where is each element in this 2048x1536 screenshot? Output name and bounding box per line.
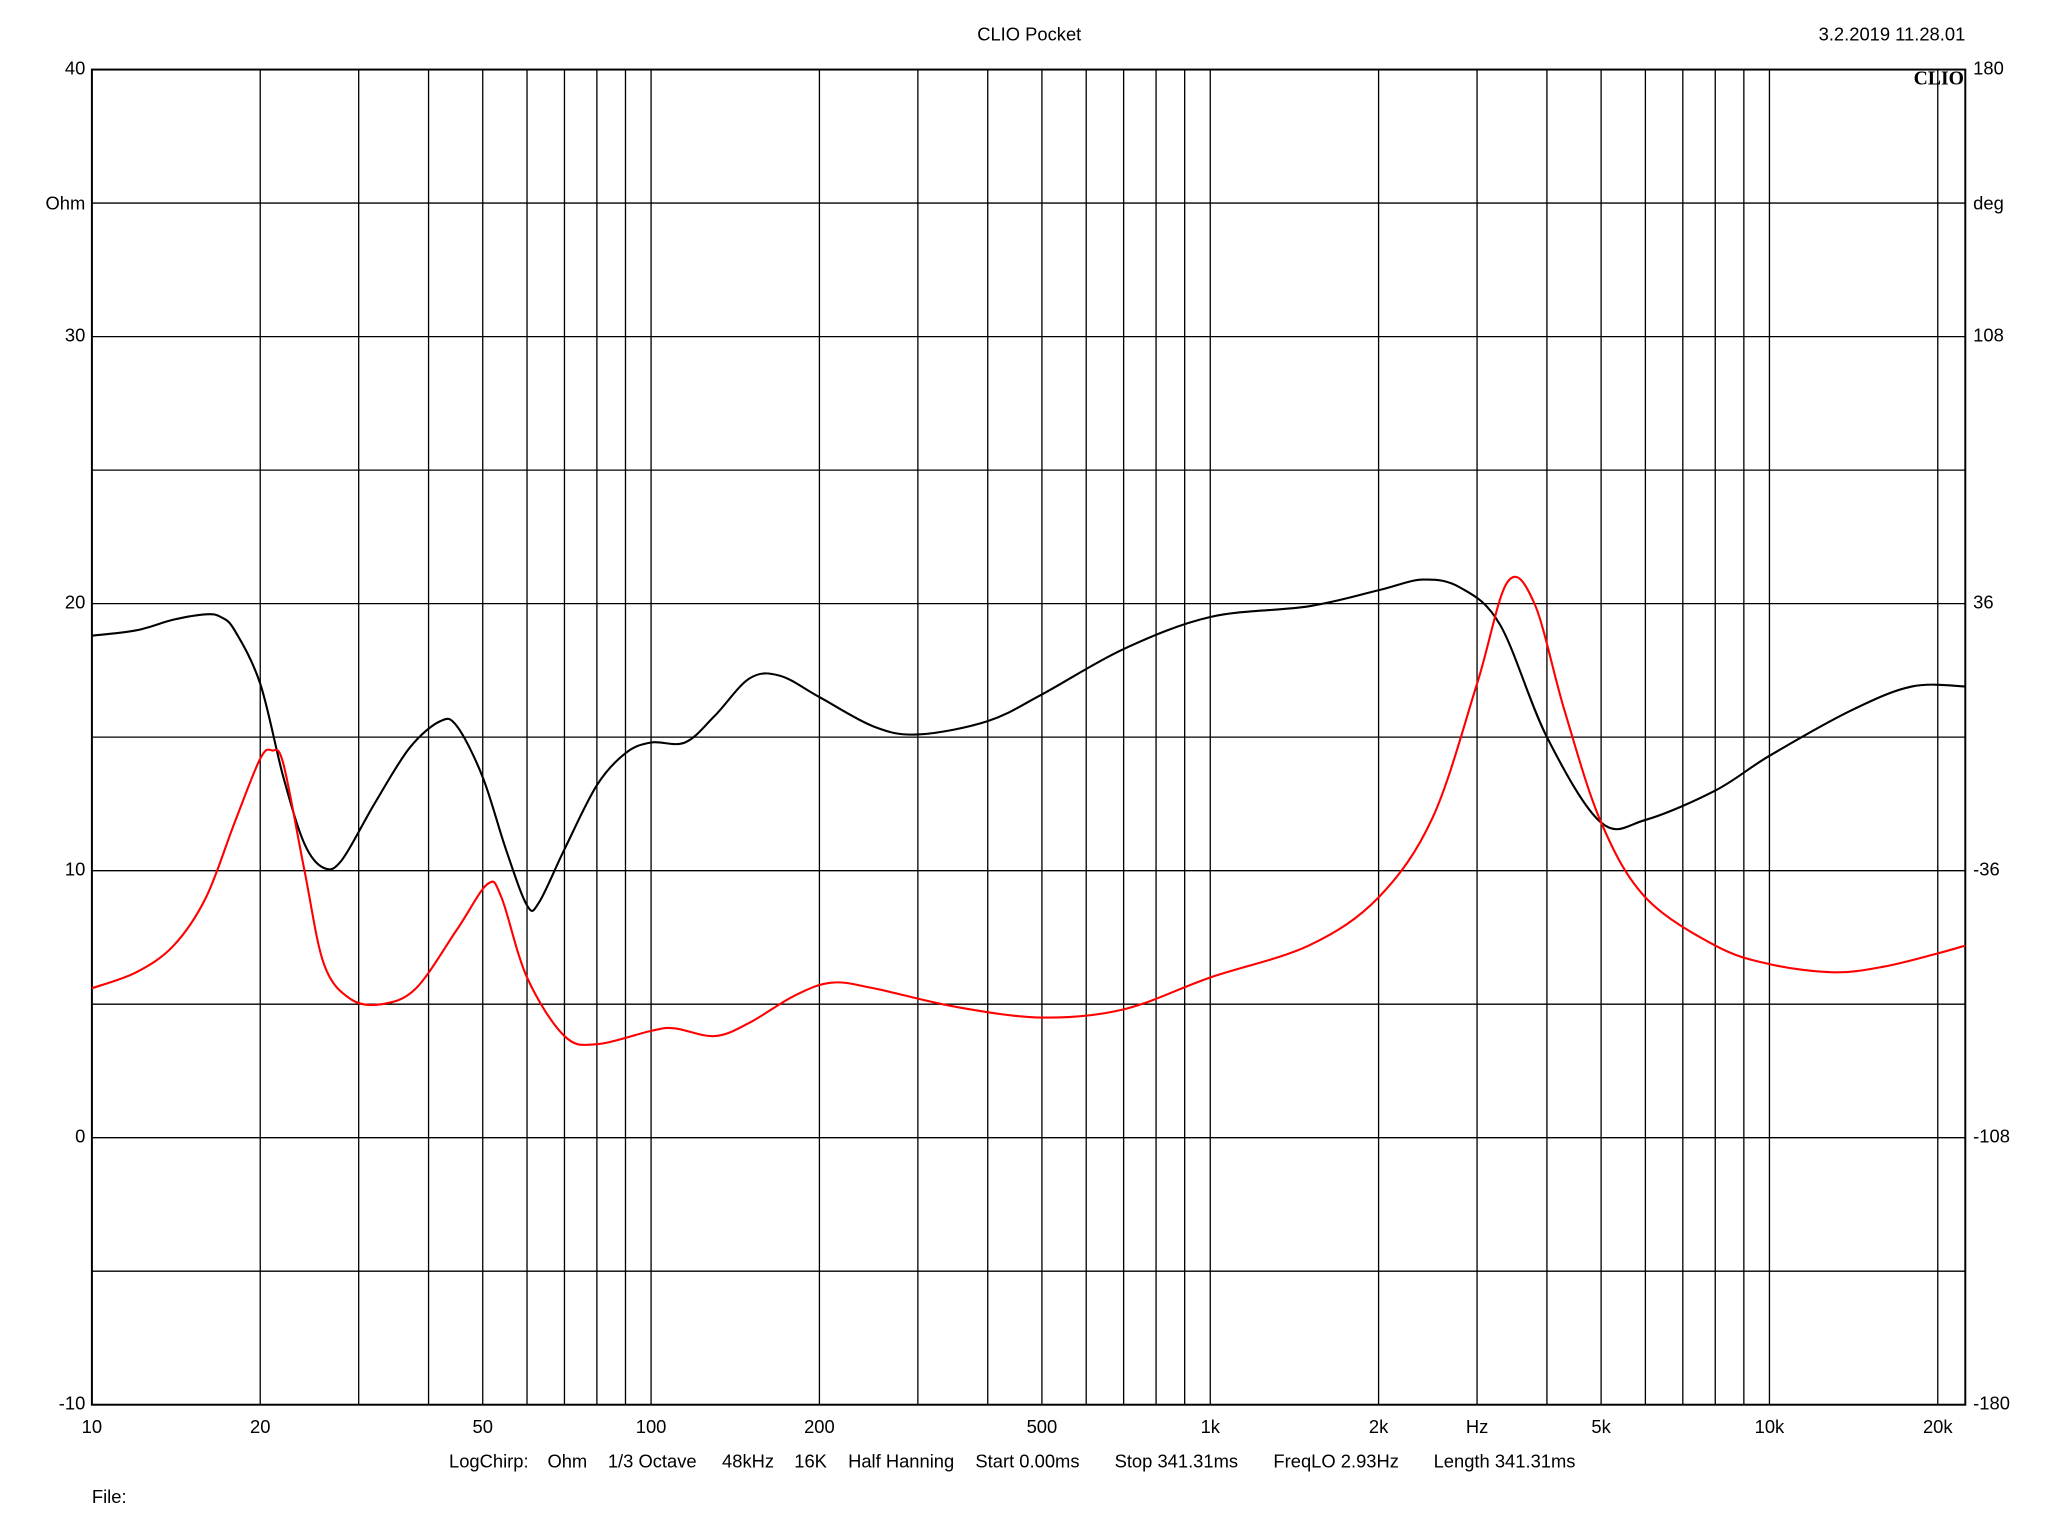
x-tick-label: 10k (1755, 1416, 1785, 1437)
x-tick-label: 20k (1923, 1416, 1953, 1437)
y2-tick-label: -108 (1973, 1126, 2010, 1147)
footer-item: Stop 341.31ms (1115, 1450, 1239, 1471)
series-line (91, 578, 1966, 912)
footer-item: Start 0.00ms (975, 1450, 1079, 1471)
footer-item: Length 341.31ms (1434, 1450, 1576, 1471)
x-tick-label: 20 (250, 1416, 270, 1437)
y-tick-label: 0 (75, 1126, 85, 1147)
footer-item: 16K (794, 1450, 827, 1471)
y2-tick-label: -36 (1973, 859, 2000, 880)
footer-item: Ohm (547, 1450, 587, 1471)
x-tick-label: 200 (804, 1416, 835, 1437)
y2-tick-label: -180 (1973, 1393, 2010, 1414)
x-tick-label: 1k (1201, 1416, 1221, 1437)
y-tick-label: 30 (65, 324, 85, 345)
chart-title: CLIO Pocket (977, 23, 1081, 44)
y2-axis-label: deg (1973, 193, 2004, 214)
y-tick-label: 40 (65, 57, 85, 78)
x-tick-label: 500 (1027, 1416, 1058, 1437)
x-tick-label: 100 (636, 1416, 667, 1437)
x-tick-label: Hz (1466, 1416, 1488, 1437)
x-tick-label: 2k (1369, 1416, 1389, 1437)
footer-item: 48kHz (722, 1450, 774, 1471)
footer-item: 1/3 Octave (608, 1450, 697, 1471)
footer-item: LogChirp: (449, 1450, 529, 1471)
x-tick-label: 10 (82, 1416, 102, 1437)
series-line (91, 575, 1966, 1047)
y2-tick-label: 180 (1973, 57, 2004, 78)
y2-tick-label: 36 (1973, 591, 1993, 612)
y-axis-label: Ohm (46, 193, 86, 214)
x-tick-label: 5k (1591, 1416, 1611, 1437)
y-tick-label: 10 (65, 859, 85, 880)
timestamp: 3.2.2019 11.28.01 (1819, 23, 1966, 44)
logo: CLIO (1914, 68, 1964, 90)
footer-item: FreqLO 2.93Hz (1273, 1450, 1399, 1471)
y-tick-label: -10 (59, 1393, 86, 1414)
file-label: File: (92, 1486, 127, 1507)
footer-item: Half Hanning (848, 1450, 954, 1471)
y-tick-label: 20 (65, 591, 85, 612)
y2-tick-label: 108 (1973, 324, 2004, 345)
x-tick-label: 50 (473, 1416, 493, 1437)
